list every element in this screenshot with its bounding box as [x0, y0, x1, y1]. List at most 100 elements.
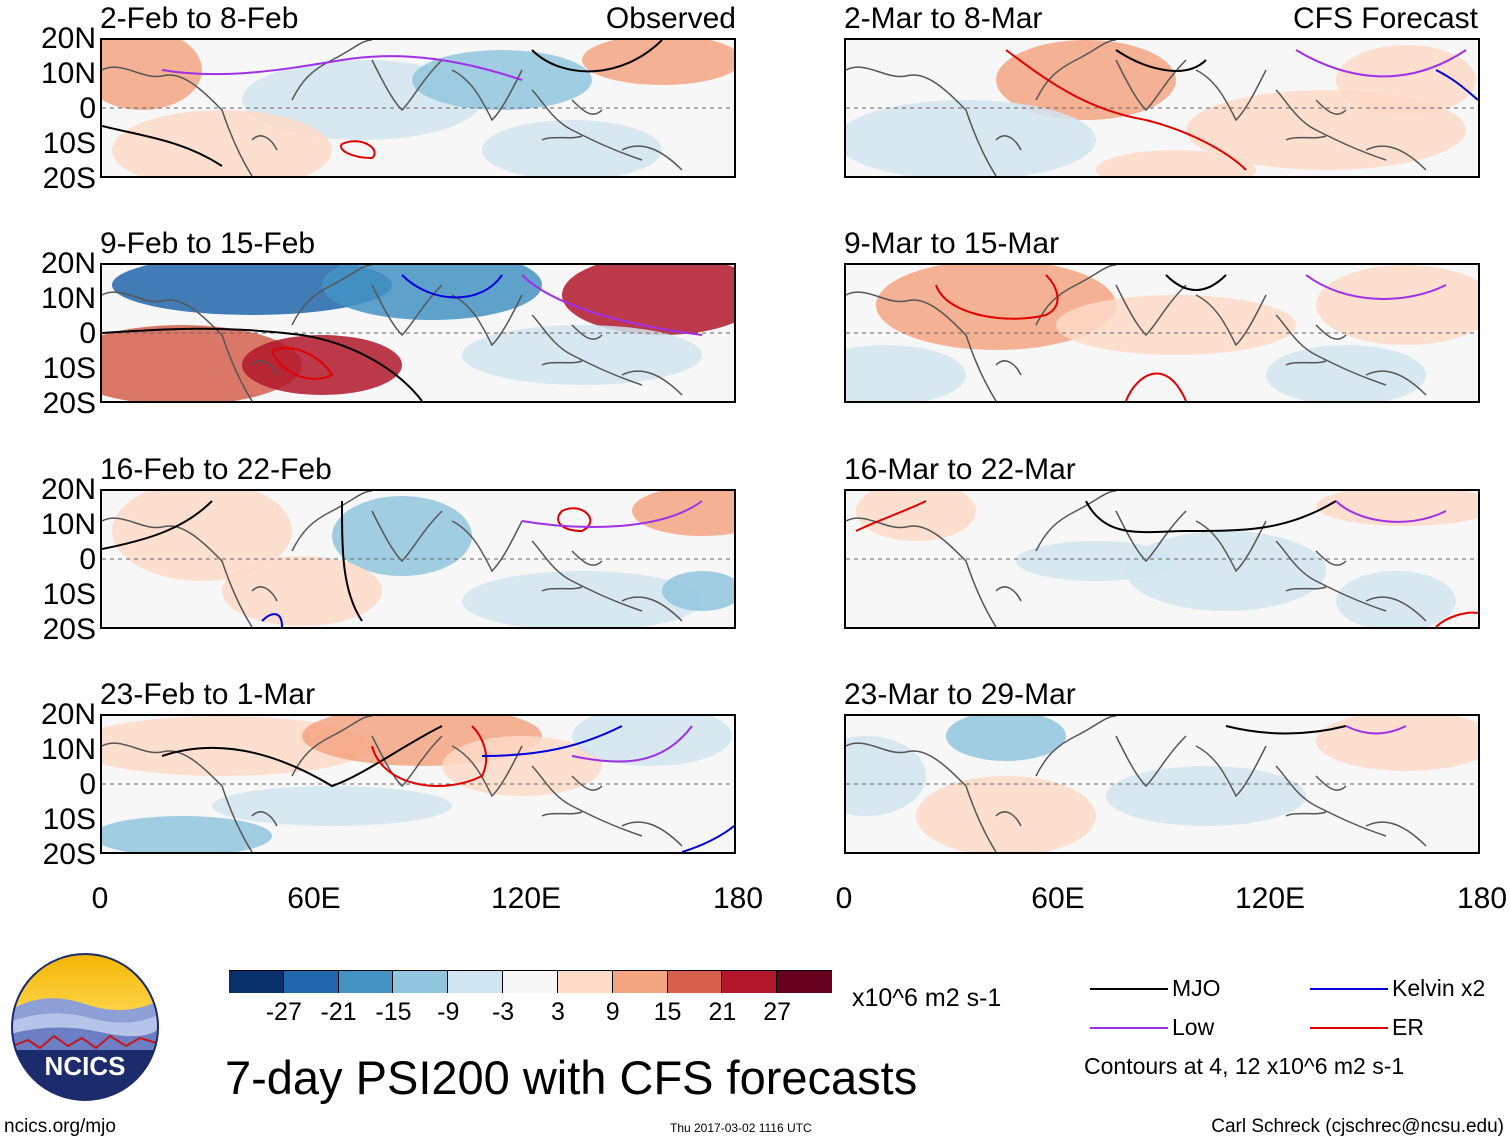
- map-svg: [102, 265, 734, 401]
- lon-label-60e: 60E: [287, 882, 341, 915]
- lat-label-20s: 20S: [42, 162, 96, 195]
- wave-contour: [161, 725, 443, 788]
- anomaly-shading: [102, 325, 302, 401]
- footer-author: Carl Schreck (cjschrec@ncsu.edu): [1211, 1116, 1504, 1137]
- coastline: [1035, 491, 1117, 552]
- anomaly-shading: [1316, 265, 1478, 345]
- anomaly-shading: [582, 40, 734, 85]
- anomaly-shading: [1336, 571, 1456, 627]
- wave-contour: [1295, 49, 1467, 78]
- coastline: [531, 89, 643, 161]
- coastline: [541, 360, 583, 366]
- map-svg: [846, 491, 1478, 627]
- wave-contour: [102, 500, 213, 550]
- map-svg: [102, 40, 734, 176]
- wave-contour: [521, 500, 703, 528]
- coastline: [571, 99, 603, 115]
- coastline: [1315, 550, 1347, 566]
- coastline: [451, 520, 523, 573]
- coastline: [251, 135, 278, 151]
- lon-label-180: 180: [712, 882, 764, 915]
- ncics-logo-icon: NCICS: [11, 953, 159, 1101]
- wave-contour: [531, 40, 663, 73]
- wave-contour: [102, 125, 223, 167]
- map-panel-observed-4: [100, 714, 736, 854]
- colorbar-tick: 3: [550, 998, 565, 1026]
- coastline: [1365, 596, 1427, 622]
- panel-title-observed-1: 2-Feb to 8-Feb: [100, 2, 299, 35]
- coastline: [1315, 99, 1347, 115]
- legend-label-low: Low: [1172, 1014, 1215, 1040]
- coastline: [1035, 265, 1117, 326]
- coastline: [1275, 314, 1387, 386]
- coastline: [846, 66, 997, 176]
- lat-label-20n: 20N: [40, 473, 96, 506]
- anomaly-shading: [1266, 345, 1426, 401]
- coastline: [291, 265, 373, 326]
- coastline: [621, 821, 683, 847]
- coastline: [1195, 294, 1267, 347]
- figure-title: 7-day PSI200 with CFS forecasts: [225, 1051, 918, 1104]
- legend-line-er: [1310, 1027, 1388, 1029]
- coastline: [1275, 540, 1387, 612]
- map-svg: [102, 491, 734, 627]
- coastline: [451, 745, 523, 798]
- wave-contour: [1345, 725, 1407, 735]
- coastline: [291, 716, 373, 777]
- anomaly-shading: [562, 265, 734, 335]
- colorbar: [229, 970, 832, 993]
- lat-label-0: 0: [79, 768, 96, 801]
- panel-title-observed-2: 9-Feb to 15-Feb: [100, 227, 316, 260]
- wave-contour: [521, 274, 703, 336]
- coastline: [102, 742, 253, 852]
- coastline: [102, 66, 253, 176]
- wave-contour: [271, 346, 334, 380]
- anomaly-shading: [996, 40, 1176, 120]
- wave-contour: [1435, 69, 1478, 101]
- colorbar-swatch: [612, 971, 668, 993]
- colorbar-swatch: [557, 971, 613, 993]
- anomaly-shading: [212, 786, 452, 826]
- coastline: [995, 135, 1022, 151]
- coastline: [251, 586, 278, 602]
- lat-label-10n: 10N: [40, 282, 96, 315]
- legend-label-er: ER: [1392, 1014, 1424, 1040]
- colorbar-swatch: [667, 971, 723, 993]
- coastline: [1275, 765, 1387, 837]
- map-panel-forecast-4: [844, 714, 1480, 854]
- panel-title-forecast-4: 23-Mar to 29-Mar: [844, 678, 1076, 711]
- coastline: [451, 69, 523, 122]
- anomaly-shading: [1316, 491, 1478, 526]
- anomaly-shading: [916, 776, 1096, 852]
- coastline: [1115, 284, 1187, 337]
- lat-label-10n: 10N: [40, 733, 96, 766]
- anomaly-shading: [462, 571, 702, 627]
- coastline: [1365, 821, 1427, 847]
- coastline: [571, 550, 603, 566]
- colorbar-swatch: [283, 971, 339, 993]
- coastline: [1115, 735, 1187, 788]
- panel-title-observed-4: 23-Feb to 1-Mar: [100, 678, 316, 711]
- anomaly-shading: [442, 736, 602, 796]
- wave-contour: [481, 725, 623, 757]
- anomaly-shading: [846, 345, 966, 401]
- anomaly-shading: [572, 716, 732, 766]
- map-panel-observed-1: [100, 38, 736, 178]
- coastline: [1275, 89, 1387, 161]
- coastline: [1115, 510, 1187, 563]
- coastline: [995, 586, 1022, 602]
- coastline: [846, 742, 997, 852]
- map-svg: [846, 40, 1478, 176]
- wave-contour: [1085, 500, 1337, 534]
- coastline: [371, 510, 443, 563]
- anomaly-shading: [846, 736, 926, 816]
- colorbar-swatch: [229, 971, 284, 993]
- colorbar-units: x10^6 m2 s-1: [852, 984, 1002, 1012]
- map-svg: [846, 265, 1478, 401]
- map-panel-observed-3: [100, 489, 736, 629]
- colorbar-tick: -15: [375, 998, 412, 1026]
- map-panel-forecast-1: [844, 38, 1480, 178]
- lat-label-20n: 20N: [40, 22, 96, 55]
- coastline: [846, 291, 997, 401]
- wave-contour: [1435, 611, 1478, 627]
